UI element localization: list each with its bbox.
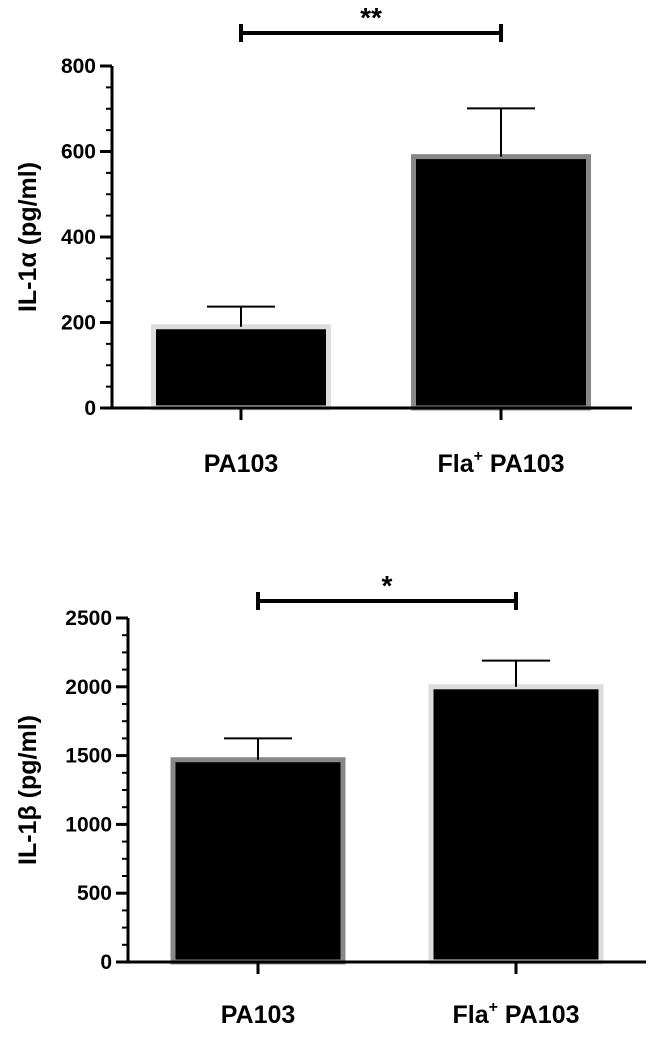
- significance-label: *: [382, 570, 393, 601]
- y-tick-label: 400: [61, 226, 96, 249]
- y-tick-label: 800: [61, 55, 96, 78]
- y-tick-label: 0: [84, 397, 96, 420]
- significance-label: **: [360, 2, 382, 33]
- y-tick-label: 2000: [65, 676, 112, 699]
- x-tick-label-superscript: +: [474, 448, 483, 465]
- x-tick-label-main: Fla: [453, 1001, 490, 1029]
- bar-2: [428, 684, 604, 965]
- x-tick-label: Fla+ PA103: [438, 448, 565, 478]
- bar-1: [170, 757, 346, 965]
- y-axis-label: IL-1α (pg/ml): [14, 162, 42, 312]
- x-tick-label-rest: PA103: [483, 450, 565, 478]
- bar-1: [151, 324, 331, 411]
- y-tick-label: 500: [77, 882, 112, 905]
- x-tick-label: PA103: [204, 450, 279, 478]
- y-tick-label: 1000: [65, 813, 112, 836]
- x-tick-label-superscript: +: [489, 999, 498, 1016]
- y-tick-label: 1500: [65, 745, 112, 768]
- y-axis-label: IL-1β (pg/ml): [14, 715, 42, 865]
- bar-2: [411, 154, 591, 411]
- x-tick-label-main: PA103: [204, 450, 279, 478]
- y-tick-label: 2500: [65, 607, 112, 630]
- x-tick-label: PA103: [221, 1001, 296, 1029]
- y-tick-label: 200: [61, 312, 96, 335]
- x-tick-label: Fla+ PA103: [453, 999, 580, 1029]
- x-tick-label-main: Fla: [438, 450, 475, 478]
- x-tick-label-rest: PA103: [498, 1001, 580, 1029]
- x-tick-label-main: PA103: [221, 1001, 296, 1029]
- y-tick-label: 0: [100, 951, 112, 974]
- y-tick-label: 600: [61, 141, 96, 164]
